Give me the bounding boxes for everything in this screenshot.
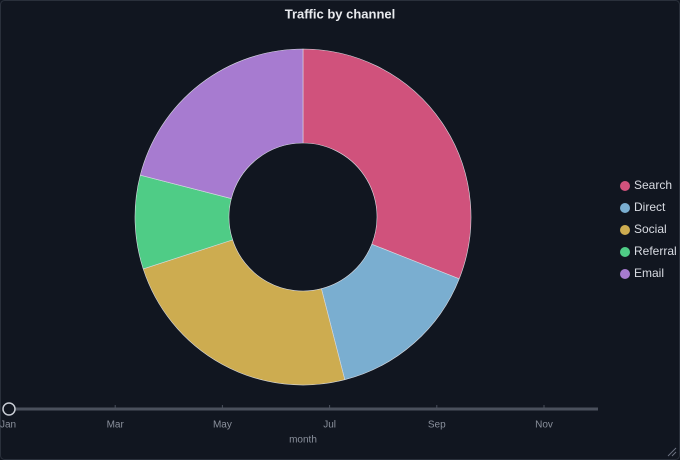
slider-tick-label: Jul: [323, 420, 336, 431]
pie-slice: [142, 239, 346, 386]
slider-tick-label: Jan: [0, 420, 16, 431]
pie-slice: [302, 48, 472, 280]
legend-label: Referral: [634, 244, 677, 258]
legend-swatch: [620, 247, 630, 257]
legend-swatch: [620, 181, 630, 191]
legend-swatch: [620, 225, 630, 235]
pie-slice: [321, 243, 460, 381]
legend-label: Email: [634, 266, 664, 280]
slider-axis-label: month: [289, 435, 317, 446]
slider-tick-label: Sep: [428, 420, 446, 431]
legend-swatch: [620, 269, 630, 279]
pie-slice: [139, 48, 304, 199]
slider-tick-label: Nov: [535, 420, 553, 431]
legend-label: Direct: [634, 200, 666, 214]
slider-tick-label: Mar: [107, 420, 125, 431]
slider-handle[interactable]: [2, 402, 16, 416]
legend-label: Social: [634, 222, 667, 236]
chart-title: Traffic by channel: [285, 6, 396, 21]
legend-swatch: [620, 203, 630, 213]
legend-label: Search: [634, 178, 672, 192]
slider-tick-label: May: [213, 420, 232, 431]
resize-grip[interactable]: [667, 447, 677, 457]
